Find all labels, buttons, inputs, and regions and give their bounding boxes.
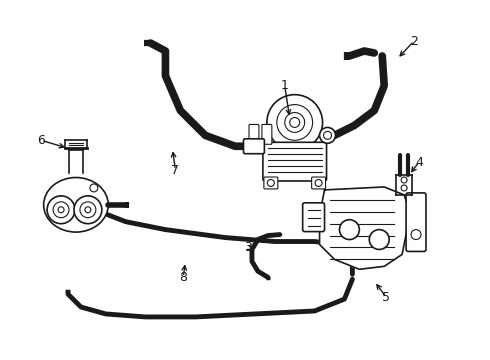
Text: 5: 5 [382,291,390,303]
Circle shape [53,202,69,218]
Circle shape [90,184,98,192]
Circle shape [401,177,407,183]
Circle shape [47,196,75,224]
FancyBboxPatch shape [303,203,324,231]
Text: 6: 6 [37,134,45,147]
FancyBboxPatch shape [249,125,259,144]
FancyBboxPatch shape [264,177,278,189]
FancyBboxPatch shape [263,142,326,181]
Circle shape [411,230,421,239]
FancyBboxPatch shape [262,125,272,144]
Circle shape [319,127,336,143]
Circle shape [315,180,322,186]
Text: 7: 7 [172,163,179,176]
Circle shape [268,180,274,186]
Text: 1: 1 [281,79,289,92]
Circle shape [74,196,102,224]
Circle shape [340,220,359,239]
Circle shape [401,185,407,191]
Circle shape [369,230,389,249]
FancyBboxPatch shape [406,193,426,251]
Text: 4: 4 [415,156,423,168]
FancyBboxPatch shape [312,177,325,189]
FancyBboxPatch shape [244,139,265,154]
Text: 3: 3 [244,241,252,254]
Circle shape [267,95,322,150]
Circle shape [80,202,96,218]
Text: 8: 8 [179,271,187,284]
Polygon shape [319,187,409,269]
Ellipse shape [44,177,108,232]
Text: 2: 2 [410,35,418,48]
